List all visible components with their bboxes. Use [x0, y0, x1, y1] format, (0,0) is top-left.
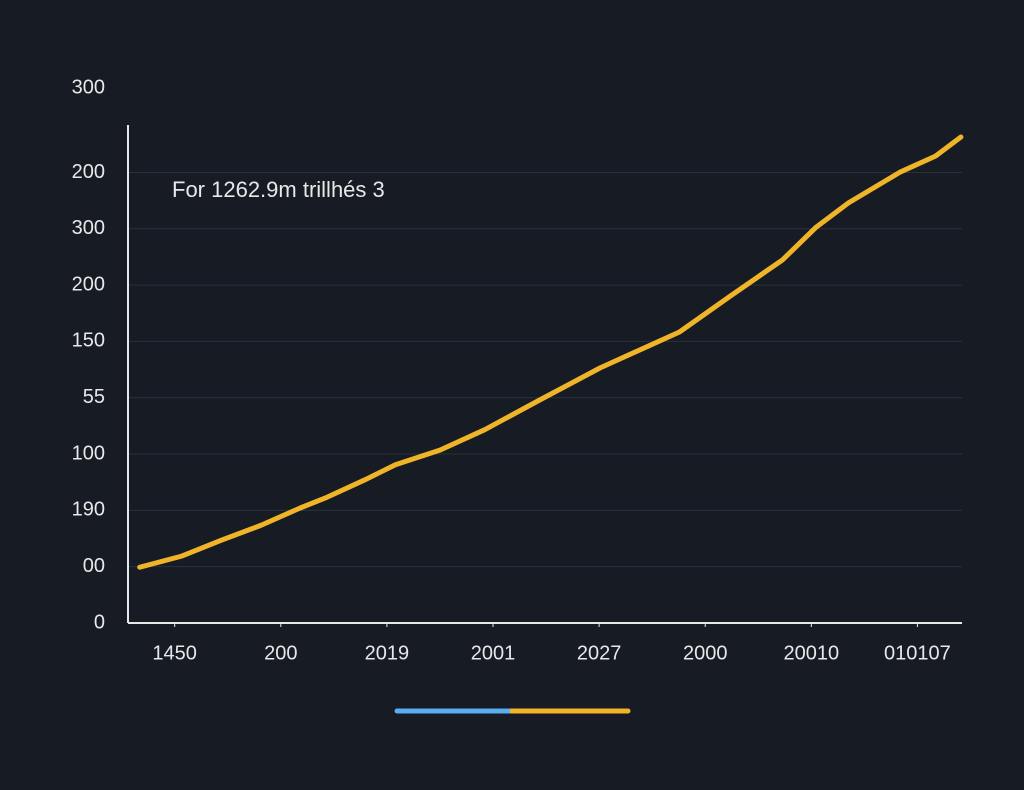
- y-tick-label: 190: [72, 499, 105, 521]
- y-tick-label: 300: [72, 217, 105, 239]
- y-tick-label: 100: [72, 442, 105, 464]
- y-tick-label: 200: [72, 161, 105, 183]
- y-tick-label: 150: [72, 330, 105, 352]
- y-tick-label: 00: [83, 555, 105, 577]
- x-tick-label: 010107: [884, 642, 951, 664]
- x-tick-label: 2027: [577, 642, 622, 664]
- annotation: For 1262.9m trillhés 3: [172, 177, 385, 202]
- x-tick-label: 1450: [152, 642, 197, 664]
- data-line: [137, 134, 964, 570]
- x-tick-label: 2019: [365, 642, 410, 664]
- y-tick-label: 300: [72, 76, 105, 98]
- y-tick-label: 200: [72, 273, 105, 295]
- x-tick-label: 200: [264, 642, 297, 664]
- x-tick-label: 2001: [471, 642, 516, 664]
- x-tick-label: 20010: [784, 642, 840, 664]
- x-tick-label: 2000: [683, 642, 728, 664]
- y-tick-label: 55: [83, 386, 105, 408]
- y-tick-label: 0: [94, 611, 105, 633]
